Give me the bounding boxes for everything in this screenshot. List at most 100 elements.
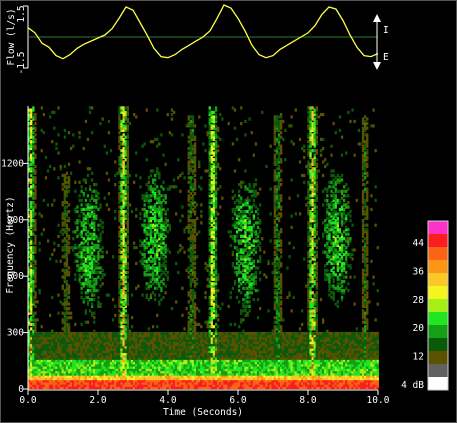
spectrogram-cell	[67, 246, 71, 250]
spectrogram-cell	[170, 363, 174, 367]
spectrogram-cell	[166, 275, 169, 279]
spectrogram-cell	[122, 119, 125, 123]
spectrogram-cell	[107, 386, 111, 390]
spectrogram-cell	[86, 336, 90, 340]
spectrogram-cell	[109, 374, 113, 378]
spectrogram-cell	[80, 322, 83, 326]
spectrogram-cell	[212, 196, 216, 200]
spectrogram-cell	[235, 270, 239, 275]
spectrogram-cell	[88, 336, 92, 340]
spectrogram-cell	[149, 198, 153, 202]
spectrogram-cell	[210, 194, 213, 198]
spectrogram-cell	[30, 187, 33, 191]
spectrogram-cell	[156, 354, 159, 358]
spectrogram-cell	[147, 354, 150, 358]
spectrogram-cell	[34, 358, 37, 363]
spectrogram-cell	[122, 214, 125, 218]
spectrogram-cell	[145, 223, 148, 227]
spectrogram-cell	[57, 223, 60, 227]
spectrogram-cell	[103, 343, 106, 347]
spectrogram-cell	[114, 347, 117, 351]
spectrogram-cell	[32, 372, 35, 376]
spectrogram-cell	[46, 381, 50, 385]
spectrogram-cell	[210, 282, 213, 286]
spectrogram-cell	[212, 345, 216, 349]
spectrogram-cell	[158, 284, 161, 288]
spectrogram-cell	[210, 110, 213, 114]
spectrogram-cell	[179, 356, 182, 360]
spectrogram-cell	[235, 386, 239, 390]
flow-ytick-label-top: 1.5	[16, 5, 27, 22]
spectrogram-cell	[86, 250, 90, 254]
spectrogram-cell	[84, 228, 87, 232]
spectrogram-cell	[49, 372, 52, 376]
spectrogram-cell	[32, 338, 35, 342]
spectrogram-cell	[206, 133, 209, 137]
spectrogram-cell	[91, 311, 94, 315]
spectrogram-cell	[154, 356, 157, 360]
spectrogram-cell	[160, 289, 163, 293]
spectrogram-cell	[198, 340, 201, 345]
spectrogram-cell	[114, 173, 117, 178]
spectrogram-cell	[38, 331, 41, 336]
spectrogram-cell	[84, 320, 87, 324]
spectrogram-cell	[189, 176, 192, 180]
spectrogram-cell	[124, 153, 127, 157]
spectrogram-cell	[40, 379, 43, 383]
spectrogram-cell	[212, 146, 216, 151]
spectrogram-cell	[36, 361, 39, 365]
spectrogram-cell	[93, 259, 96, 263]
spectrogram-cell	[91, 212, 94, 216]
spectrogram-cell	[198, 379, 201, 383]
spectrogram-cell	[107, 377, 111, 381]
spectrogram-cell	[93, 284, 96, 288]
spectrogram-cell	[208, 349, 211, 354]
spectrogram-cell	[128, 361, 132, 365]
spectrogram-cell	[185, 352, 188, 356]
spectrogram-cell	[193, 293, 197, 297]
spectrogram-cell	[196, 365, 199, 369]
spectrogram-cell	[28, 201, 31, 205]
spectrogram-cell	[32, 210, 35, 214]
spectrogram-cell	[229, 358, 232, 363]
spectrogram-cell	[164, 273, 167, 277]
spectrogram-cell	[124, 318, 127, 322]
spectrogram-cell	[166, 365, 169, 369]
spectrogram-cell	[76, 383, 79, 387]
spectrogram-cell	[238, 289, 241, 293]
spectrogram-cell	[118, 264, 121, 268]
spectrogram-cell	[42, 368, 45, 372]
spectrogram-cell	[189, 325, 192, 329]
spectrogram-cell	[128, 122, 132, 126]
spectrogram-cell	[63, 379, 66, 383]
spectrogram-cell	[32, 187, 35, 191]
spectrogram-cell	[61, 212, 64, 216]
spectrogram-cell	[107, 381, 111, 385]
spectrogram-cell	[34, 377, 37, 381]
spectrogram-cell	[88, 273, 92, 277]
spectrogram-cell	[233, 368, 237, 372]
spectrogram-cell	[185, 374, 188, 378]
spectrogram-cell	[145, 261, 148, 266]
spectrogram-cell	[189, 178, 192, 182]
spectrogram-cell	[28, 307, 31, 311]
spectrogram-cell	[227, 358, 230, 363]
spectrogram-cell	[126, 386, 129, 390]
spectrogram-cell	[238, 368, 241, 372]
spectrogram-cell	[210, 259, 213, 263]
spectrogram-cell	[231, 331, 234, 336]
spectrogram-cell	[78, 268, 81, 272]
spectrogram-cell	[55, 352, 58, 356]
spectrogram-cell	[120, 295, 123, 299]
spectrogram-cell	[212, 264, 216, 268]
spectrogram-cell	[65, 336, 69, 340]
spectrogram-cell	[28, 268, 31, 272]
spectrogram-cell	[28, 381, 31, 385]
spectrogram-cell	[97, 207, 100, 211]
spectrogram-cell	[233, 340, 237, 345]
spectrogram-cell	[84, 338, 87, 342]
spectrogram-cell	[231, 142, 234, 146]
spectrogram-cell	[181, 336, 184, 340]
spectrogram-cell	[93, 377, 96, 381]
spectrogram-cell	[139, 352, 142, 356]
